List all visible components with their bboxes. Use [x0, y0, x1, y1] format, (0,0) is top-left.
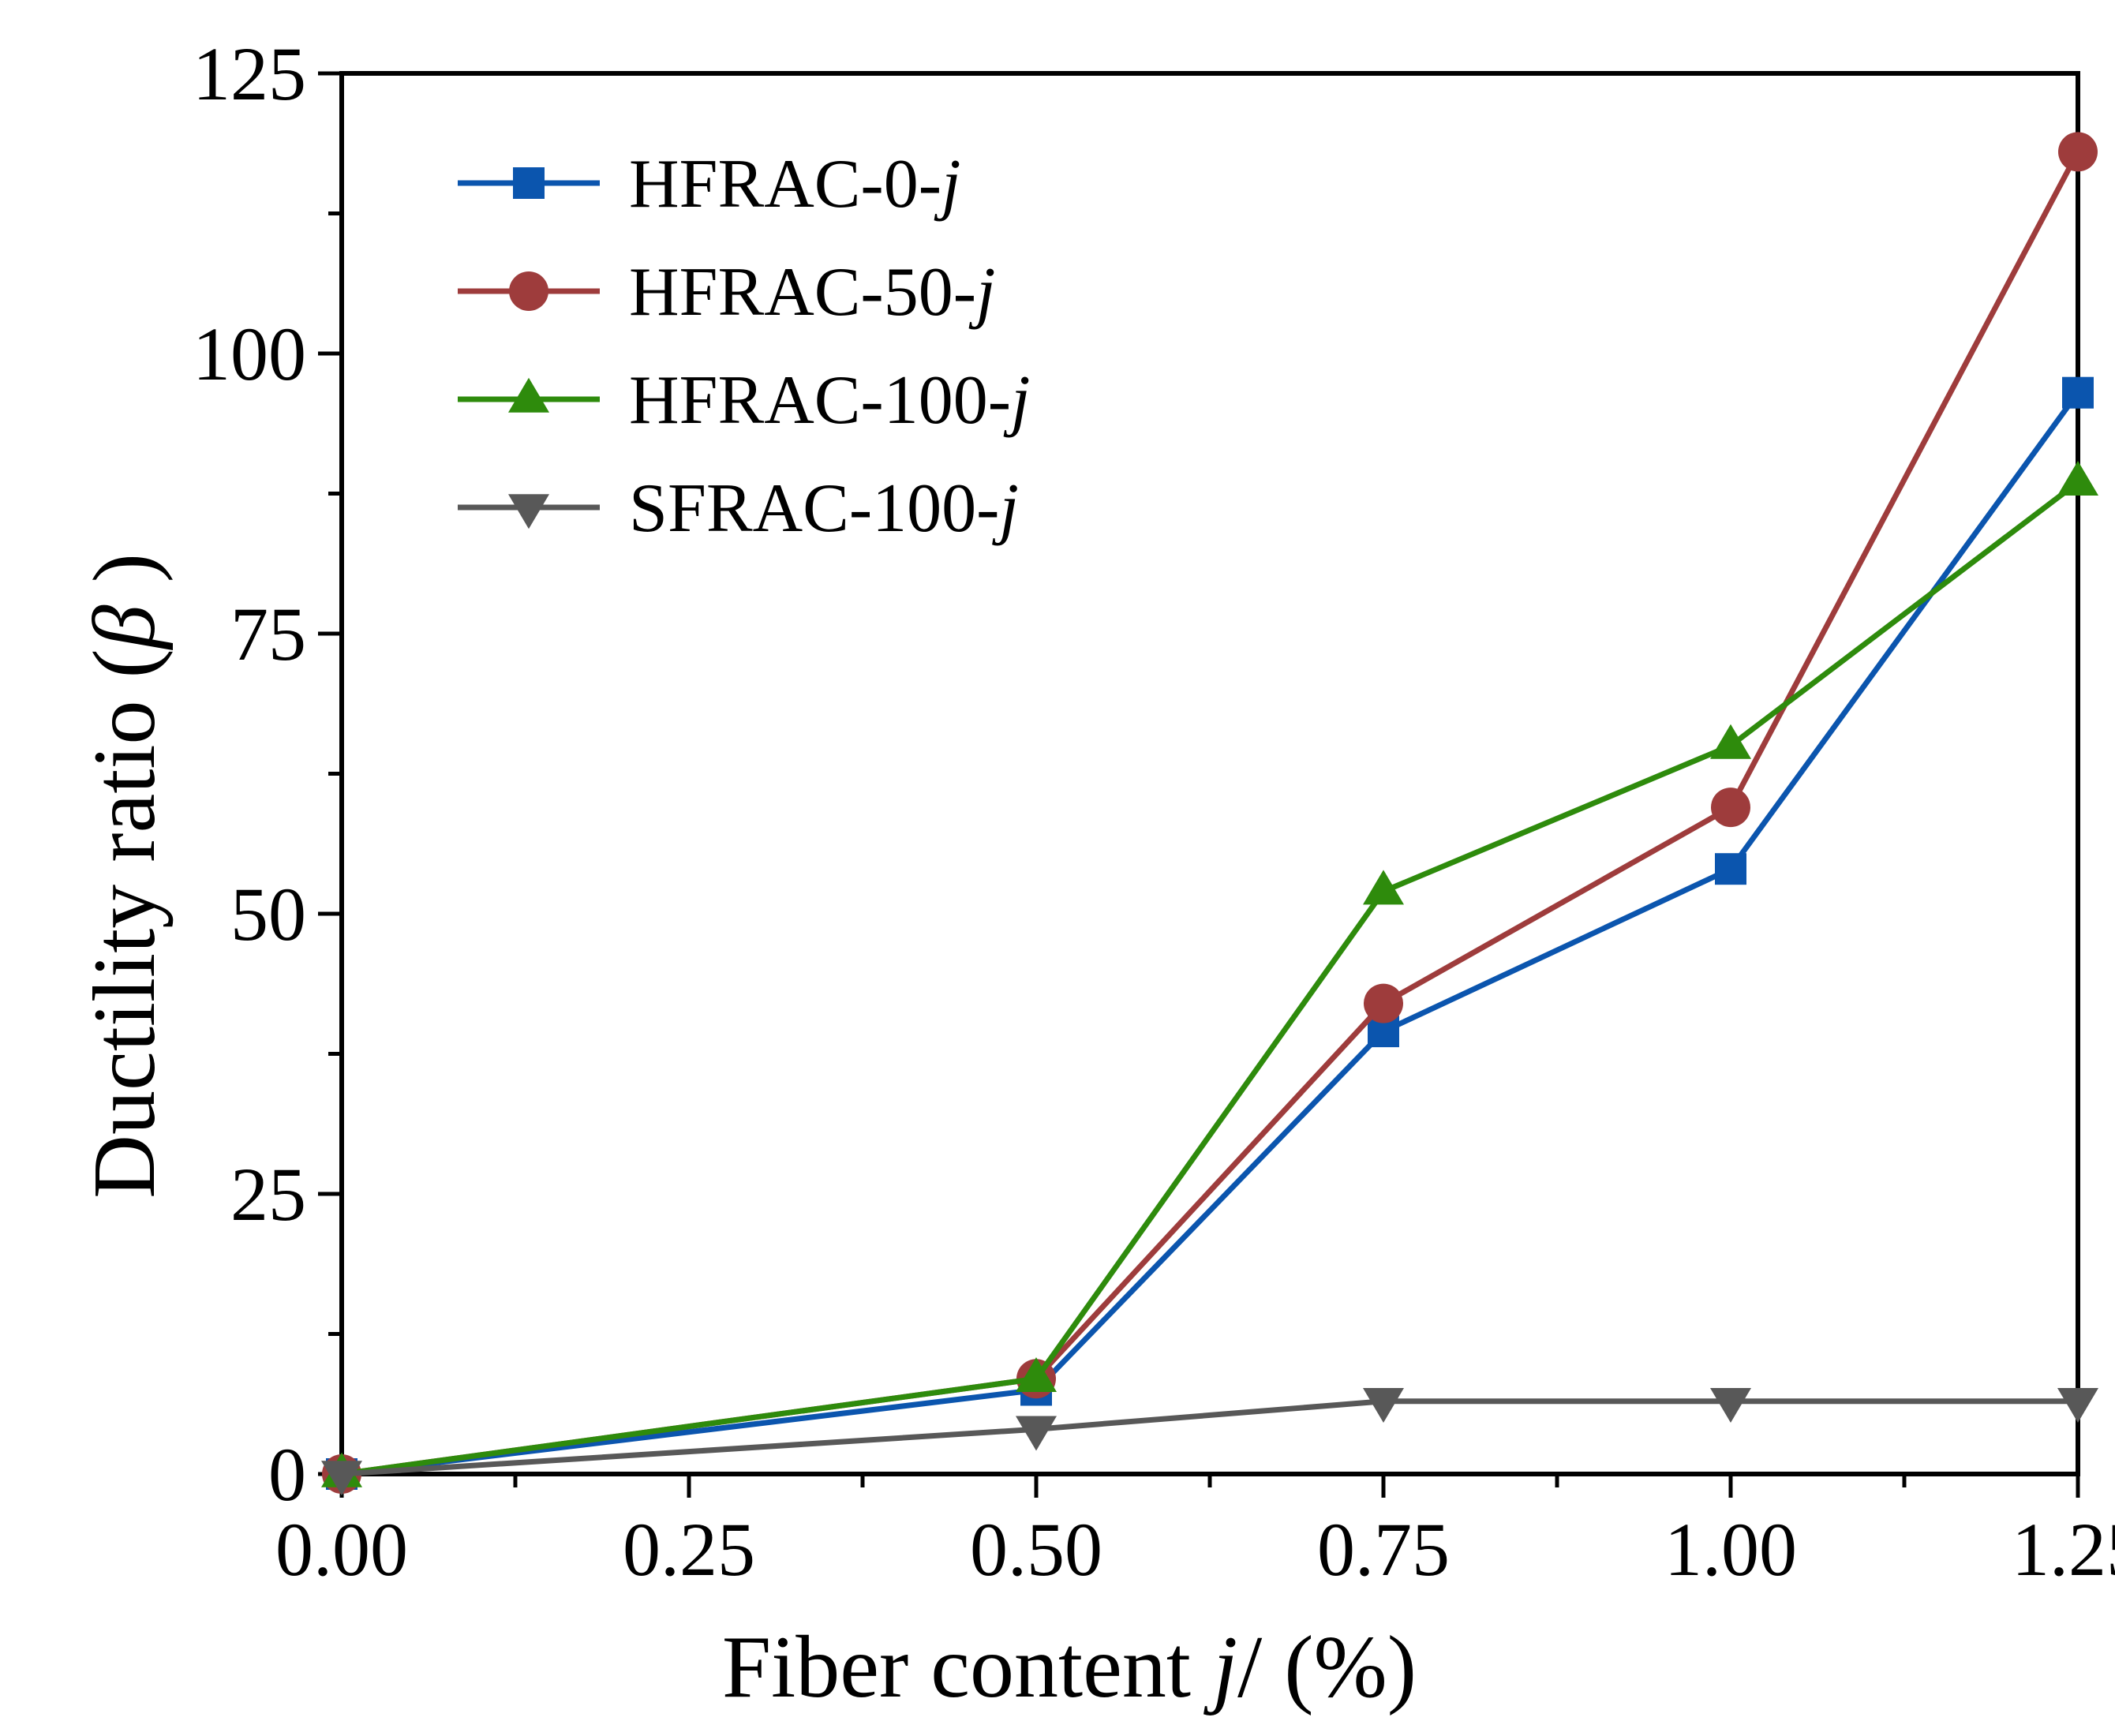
data-point: [1715, 853, 1746, 885]
data-point: [2057, 1387, 2098, 1423]
axis-ticks: 0.00 0.25 0.50 0.75 1.00 1.25 0 25 50 75 100 125: [193, 32, 2115, 1592]
legend-entry-0: HFRAC-0-j: [458, 146, 961, 223]
x-tick-label: 0.00: [275, 1507, 408, 1592]
data-point: [2062, 376, 2094, 409]
y-tick-label: 75: [230, 592, 306, 676]
x-tick-label: 0.75: [1317, 1507, 1450, 1592]
y-tick-label: 100: [193, 312, 306, 396]
legend-label: SFRAC-100-j: [629, 470, 1019, 547]
legend: HFRAC-0-j HFRAC-50-j HFRAC-100-j SFRAC-100-…: [458, 146, 1031, 547]
legend-label: HFRAC-0-j: [629, 146, 961, 223]
y-tick-label: 0: [268, 1432, 306, 1517]
series-line: [341, 150, 2081, 1477]
y-axis-title: Ductility ratio (β ): [76, 553, 174, 1199]
y-tick-label: 50: [230, 872, 306, 956]
y-tick-label: 25: [230, 1152, 306, 1237]
data-point: [1364, 983, 1403, 1023]
series-line: [341, 480, 2080, 1477]
series-1: [322, 132, 2098, 1494]
legend-marker: [509, 271, 548, 311]
series-0: [326, 376, 2094, 1490]
series-line: [341, 391, 2080, 1477]
data-point: [1016, 1357, 1057, 1393]
legend-marker: [513, 167, 545, 199]
data-point: [1710, 724, 1751, 759]
data-point: [2057, 461, 2098, 496]
data-point: [1710, 1387, 1751, 1423]
y-tick-label: 125: [193, 32, 306, 116]
series-2: [321, 461, 2098, 1487]
x-tick-label: 1.25: [2012, 1507, 2115, 1592]
plot-border: [339, 71, 2080, 1476]
legend-label: HFRAC-50-j: [629, 254, 996, 331]
plot-area: [339, 71, 2080, 1476]
data-point: [1016, 1416, 1057, 1451]
data-point: [321, 1461, 362, 1496]
x-tick-label: 1.00: [1664, 1507, 1797, 1592]
data-point: [1363, 1387, 1404, 1423]
legend-label: HFRAC-100-j: [629, 362, 1031, 439]
data-point: [1363, 870, 1404, 905]
series-3: [321, 1387, 2098, 1496]
legend-entry-2: HFRAC-100-j: [458, 362, 1031, 439]
data-point: [1711, 788, 1750, 828]
x-tick-label: 0.25: [623, 1507, 755, 1592]
legend-marker: [508, 494, 549, 529]
legend-marker: [508, 377, 549, 413]
legend-entry-3: SFRAC-100-j: [458, 470, 1019, 547]
data-point: [2058, 132, 2098, 172]
legend-entry-1: HFRAC-50-j: [458, 254, 996, 331]
x-axis-title: Fiber content j/ (%): [722, 1618, 1417, 1716]
series-layer: [321, 132, 2098, 1496]
x-tick-label: 0.50: [970, 1507, 1102, 1592]
